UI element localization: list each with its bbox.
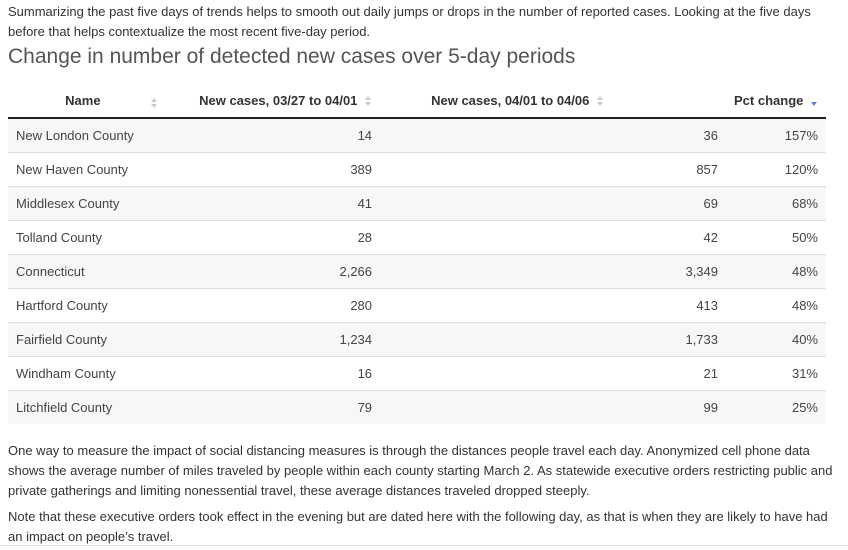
table-row: Hartford County 280 413 48% [8,288,826,323]
pct-change: 48% [726,254,826,289]
cases-period2: 42 [380,220,727,255]
cases-period1: 280 [157,288,381,323]
cases-period2: 1,733 [380,322,727,357]
column-header-name[interactable]: Name [8,84,158,119]
social-distancing-paragraph: One way to measure the impact of social … [8,443,833,498]
county-name: New Haven County [8,152,158,187]
executive-orders-note: Note that these executive orders took ef… [8,509,828,544]
county-name: New London County [8,118,158,153]
intro-paragraph: Summarizing the past five days of trends… [8,4,811,39]
cases-period2: 99 [380,390,727,424]
cases-period1: 2,266 [157,254,381,289]
county-name: Hartford County [8,288,158,323]
county-name: Windham County [8,356,158,391]
column-label: Pct change [734,93,804,108]
cases-period2: 36 [380,118,727,153]
table-row: Windham County 16 21 31% [8,356,826,391]
county-name: Litchfield County [8,390,158,424]
cases-period1: 14 [157,118,381,153]
column-header-period2[interactable]: New cases, 04/01 to 04/06 [380,84,727,119]
cases-period2: 857 [380,152,727,187]
column-header-pct-change[interactable]: Pct change [726,84,826,119]
table-row: Fairfield County 1,234 1,733 40% [8,322,826,357]
column-label: New cases, 03/27 to 04/01 [199,93,358,108]
cases-period1: 1,234 [157,322,381,357]
column-label: New cases, 04/01 to 04/06 [431,93,590,108]
county-name: Middlesex County [8,186,158,221]
sort-desc-icon[interactable] [810,95,818,107]
sort-both-icon[interactable] [596,95,604,107]
county-name: Connecticut [8,254,158,289]
pct-change: 157% [726,118,826,153]
table-row: Middlesex County 41 69 68% [8,186,826,221]
table-row: Litchfield County 79 99 25% [8,390,826,424]
table-row: New Haven County 389 857 120% [8,152,826,187]
sort-both-icon[interactable] [150,97,158,109]
pct-change: 68% [726,186,826,221]
pct-change: 120% [726,152,826,187]
cases-period2: 69 [380,186,727,221]
table-title: Change in number of detected new cases o… [8,45,576,68]
pct-change: 40% [726,322,826,357]
cases-period1: 389 [157,152,381,187]
table-row: Tolland County 28 42 50% [8,220,826,255]
cases-period1: 41 [157,186,381,221]
cases-period2: 21 [380,356,727,391]
table-row: New London County 14 36 157% [8,118,826,153]
county-name: Fairfield County [8,322,158,357]
cases-period1: 28 [157,220,381,255]
column-label: Name [65,93,101,108]
pct-change: 48% [726,288,826,323]
cases-table: Name New cases, 03/27 to 04/01 New cases… [8,84,826,424]
county-name: Tolland County [8,220,158,255]
table-row: Connecticut 2,266 3,349 48% [8,254,826,289]
cases-period1: 16 [157,356,381,391]
pct-change: 50% [726,220,826,255]
table-header-row: Name New cases, 03/27 to 04/01 New cases… [8,84,826,119]
cases-period2: 413 [380,288,727,323]
divider [0,545,848,546]
pct-change: 25% [726,390,826,424]
pct-change: 31% [726,356,826,391]
cases-period2: 3,349 [380,254,727,289]
column-header-period1[interactable]: New cases, 03/27 to 04/01 [157,84,381,119]
sort-both-icon[interactable] [364,95,372,107]
cases-period1: 79 [157,390,381,424]
